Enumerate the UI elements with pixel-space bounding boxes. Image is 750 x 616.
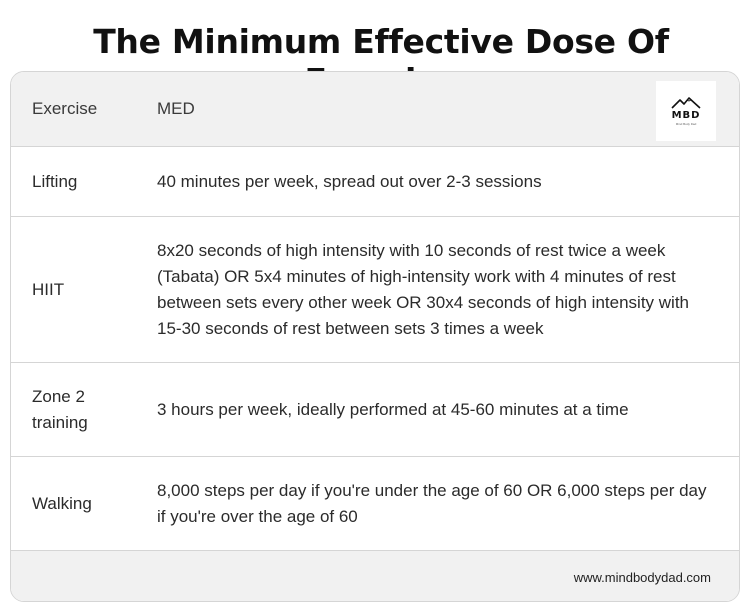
- exercise-cell: Walking: [32, 493, 92, 513]
- logo-text: MBD: [671, 109, 701, 121]
- table-row: Lifting 40 minutes per week, spread out …: [11, 147, 739, 217]
- header-exercise: Exercise: [32, 99, 98, 118]
- table-row: Zone 2 training 3 hours per week, ideall…: [11, 363, 739, 457]
- header-med: MED: [157, 99, 195, 118]
- med-cell: 3 hours per week, ideally performed at 4…: [157, 399, 629, 419]
- med-cell: 8,000 steps per day if you're under the …: [157, 480, 707, 526]
- exercise-table: Exercise MED MBD Mind Body Dad Lifting 4…: [10, 71, 740, 602]
- mountain-icon: [671, 96, 701, 109]
- med-cell: 8x20 seconds of high intensity with 10 s…: [157, 240, 690, 338]
- table-row: Walking 8,000 steps per day if you're un…: [11, 457, 739, 551]
- exercise-cell: HIIT: [32, 279, 65, 299]
- table-row: HIIT 8x20 seconds of high intensity with…: [11, 217, 739, 363]
- med-cell: 40 minutes per week, spread out over 2-3…: [157, 171, 542, 191]
- footer-url: www.mindbodydad.com: [573, 569, 711, 585]
- logo-subtitle: Mind Body Dad: [675, 121, 697, 126]
- exercise-cell: Lifting: [32, 171, 78, 191]
- exercise-cell: Zone 2 training: [32, 386, 88, 432]
- table-header-row: Exercise MED MBD Mind Body Dad: [11, 72, 739, 147]
- mbd-logo: MBD Mind Body Dad: [656, 81, 716, 141]
- table-footer: www.mindbodydad.com: [11, 551, 739, 601]
